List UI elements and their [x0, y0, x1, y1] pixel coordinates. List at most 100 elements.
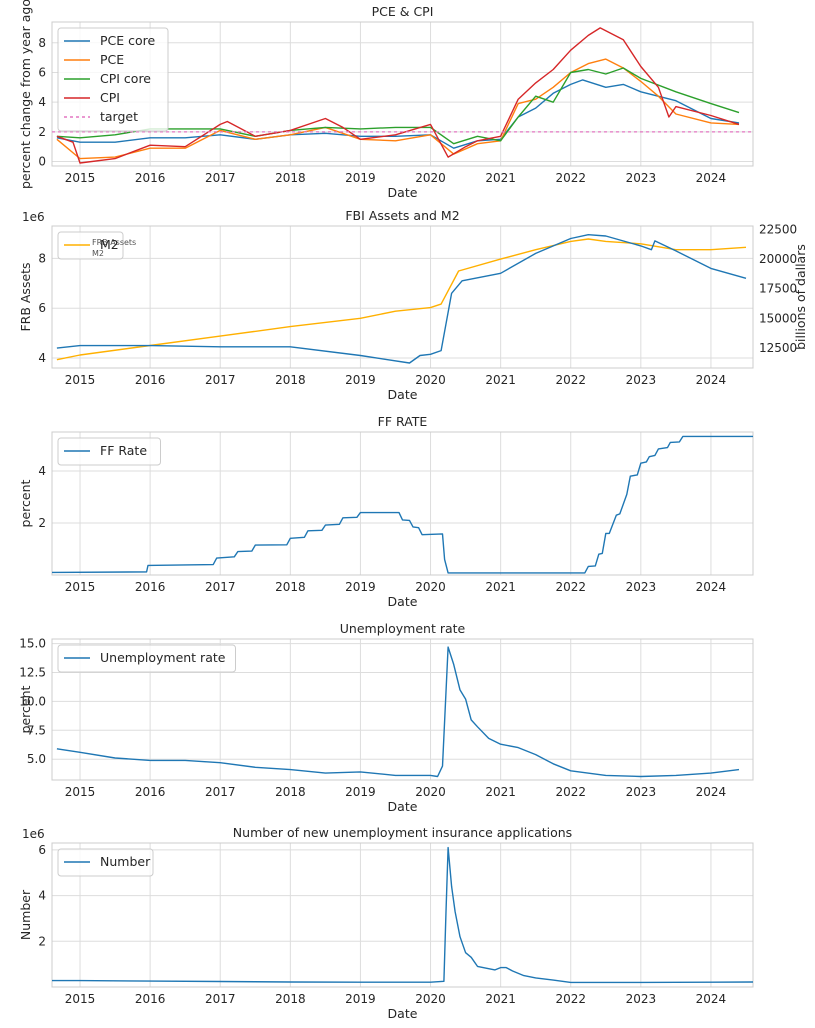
- x-tick-label: 2023: [626, 171, 657, 185]
- y-tick-label: 6: [38, 301, 46, 315]
- x-tick-label: 2016: [135, 580, 166, 594]
- y-tick-label: 5.0: [27, 752, 46, 766]
- legend: PCE core PCE CPI core CPI target: [57, 27, 169, 132]
- legend: FF Rate: [57, 437, 161, 466]
- y-tick-label: 2: [38, 934, 46, 948]
- x-tick-label: 2020: [415, 171, 446, 185]
- y-tick-label: 15.0: [19, 637, 46, 651]
- x-tick-label: 2018: [275, 171, 306, 185]
- legend-box: [57, 27, 169, 132]
- series-line-ff-rate: [52, 435, 753, 574]
- plot-frame: [51, 225, 754, 369]
- legend-entry: PCE: [100, 52, 124, 67]
- y-tick-label: 8: [38, 36, 46, 50]
- chart-title: PCE & CPI: [372, 4, 434, 19]
- plot-frame: [51, 21, 754, 167]
- y-tick-label: 4: [38, 889, 46, 903]
- legend-entry: CPI: [100, 90, 120, 105]
- x-tick-label: 2019: [345, 785, 376, 799]
- y-right-tick-label: 17500: [759, 282, 797, 296]
- chart-title: FBI Assets and M2: [345, 208, 459, 223]
- x-tick-label: 2017: [205, 171, 236, 185]
- y-multiplier-label: 1e6: [22, 827, 45, 841]
- x-tick-label: 2024: [696, 785, 727, 799]
- chart-title: Unemployment rate: [340, 621, 466, 636]
- series-line-m2: [56, 238, 747, 361]
- legend-entry: target: [100, 109, 138, 124]
- series-line-cpi: [56, 27, 740, 164]
- y-tick-label: 7.5: [27, 723, 46, 737]
- legend-entry: Number: [100, 854, 151, 869]
- y-tick-label: 0: [38, 155, 46, 169]
- chart-panel-3: 2015 2016 2017 2018 2019 2020 2021 2022 2023 2024…: [18, 414, 754, 609]
- y-tick-label: 6: [38, 65, 46, 79]
- y-tick-label: 6: [38, 843, 46, 857]
- plot-frame: [51, 431, 754, 576]
- x-tick-label: 2016: [135, 373, 166, 387]
- x-tick-label: 2024: [696, 992, 727, 1006]
- y-right-tick-label: 20000: [759, 252, 797, 266]
- legend-entry: Unemployment rate: [100, 650, 226, 665]
- y-tick-label: 10.0: [19, 694, 46, 708]
- x-tick-label: 2023: [626, 992, 657, 1006]
- y-right-tick-label: 12500: [759, 341, 797, 355]
- x-tick-label: 2020: [415, 992, 446, 1006]
- x-tick-label: 2021: [485, 171, 516, 185]
- y-tick-label: 4: [38, 351, 46, 365]
- x-tick-label: 2015: [65, 785, 96, 799]
- y-tick-label: 4: [38, 464, 46, 478]
- x-tick-label: 2018: [275, 580, 306, 594]
- x-tick-label: 2015: [65, 992, 96, 1006]
- x-tick-label: 2016: [135, 785, 166, 799]
- chart-panel-5: 2015 2016 2017 2018 2019 2020 2021 2022 2023 2024…: [18, 825, 754, 1021]
- x-tick-label: 2024: [696, 171, 727, 185]
- x-tick-label: 2021: [485, 580, 516, 594]
- x-tick-label: 2017: [205, 992, 236, 1006]
- x-tick-label: 2016: [135, 992, 166, 1006]
- series-line-number: [52, 846, 753, 984]
- x-tick-label: 2017: [205, 373, 236, 387]
- y-tick-label: 12.5: [19, 666, 46, 680]
- legend-ghost-text: M2: [92, 249, 104, 258]
- legend: Number: [57, 848, 154, 877]
- series-line-pce-core: [56, 79, 740, 149]
- x-tick-label: 2017: [205, 785, 236, 799]
- x-axis-label: Date: [388, 185, 418, 200]
- x-tick-label: 2022: [555, 171, 586, 185]
- y-axis-label: FRB Assets: [18, 262, 33, 331]
- y-axis-label: Number: [18, 889, 33, 940]
- x-tick-label: 2024: [696, 373, 727, 387]
- legend: Unemployment rate: [57, 644, 236, 673]
- x-tick-label: 2022: [555, 373, 586, 387]
- y-tick-label: 2: [38, 125, 46, 139]
- x-tick-label: 2015: [65, 580, 96, 594]
- y-tick-label: 8: [38, 251, 46, 265]
- chart-title: FF RATE: [378, 414, 428, 429]
- legend-entry: FF Rate: [100, 443, 147, 458]
- plot-frame: [51, 842, 754, 988]
- x-tick-label: 2015: [65, 373, 96, 387]
- y-multiplier-label: 1e6: [22, 210, 45, 224]
- x-axis-label: Date: [388, 799, 418, 814]
- x-tick-label: 2018: [275, 992, 306, 1006]
- x-tick-label: 2021: [485, 373, 516, 387]
- x-axis-label: Date: [388, 594, 418, 609]
- legend-box: [57, 231, 124, 260]
- x-tick-label: 2020: [415, 580, 446, 594]
- chart-panel-2: 2015 2016 2017 2018 2019 2020 2021 2022 2023 2024…: [18, 208, 808, 402]
- x-axis-label: Date: [388, 1006, 418, 1021]
- chart-title: Number of new unemployment insurance app…: [233, 825, 572, 840]
- x-tick-label: 2023: [626, 785, 657, 799]
- x-tick-label: 2021: [485, 992, 516, 1006]
- x-tick-label: 2019: [345, 373, 376, 387]
- legend-ghost-text: FRB Assets: [92, 238, 136, 247]
- y-tick-label: 4: [38, 95, 46, 109]
- y-axis-label: percent: [18, 685, 33, 733]
- y-right-tick-label: 15000: [759, 311, 797, 325]
- series-line-cpi-core: [56, 67, 740, 145]
- legend-box: [57, 848, 154, 877]
- legend-entry: M2: [100, 237, 119, 252]
- x-axis-label: Date: [388, 387, 418, 402]
